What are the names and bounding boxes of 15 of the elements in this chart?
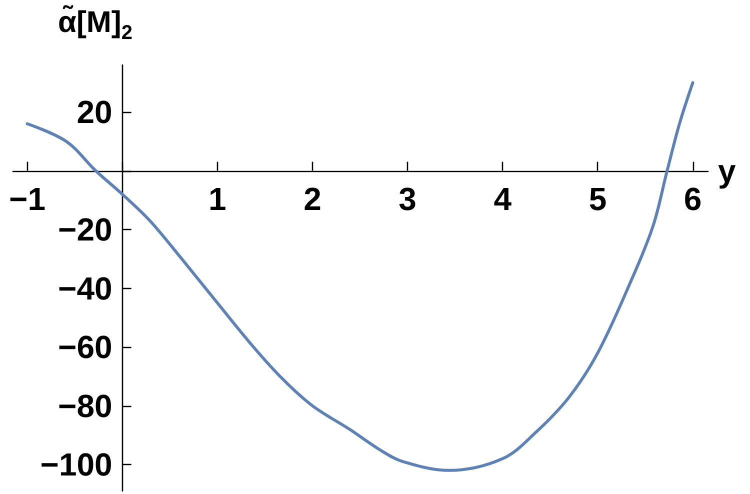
x-tick-label: 1 (208, 180, 226, 217)
y-axis-title: α̃[M]$_{2}$ (58, 6, 133, 45)
x-tick-label: 4 (494, 180, 512, 217)
x-axis-title: y (718, 152, 736, 189)
x-tick-label: 2 (304, 180, 322, 217)
y-tick-label: 20 (76, 94, 112, 130)
x-tick-label: 3 (398, 180, 416, 217)
y-tick-label: −100 (40, 446, 112, 483)
y-tick-label: −20 (58, 212, 112, 248)
y-tick-label: −80 (58, 388, 112, 424)
y-tick-label: −40 (58, 270, 112, 306)
x-tick-label: −1 (9, 180, 46, 217)
x-tick-label: 6 (684, 180, 702, 217)
x-tick-label: 5 (588, 180, 607, 217)
y-tick-label: −60 (58, 329, 112, 366)
